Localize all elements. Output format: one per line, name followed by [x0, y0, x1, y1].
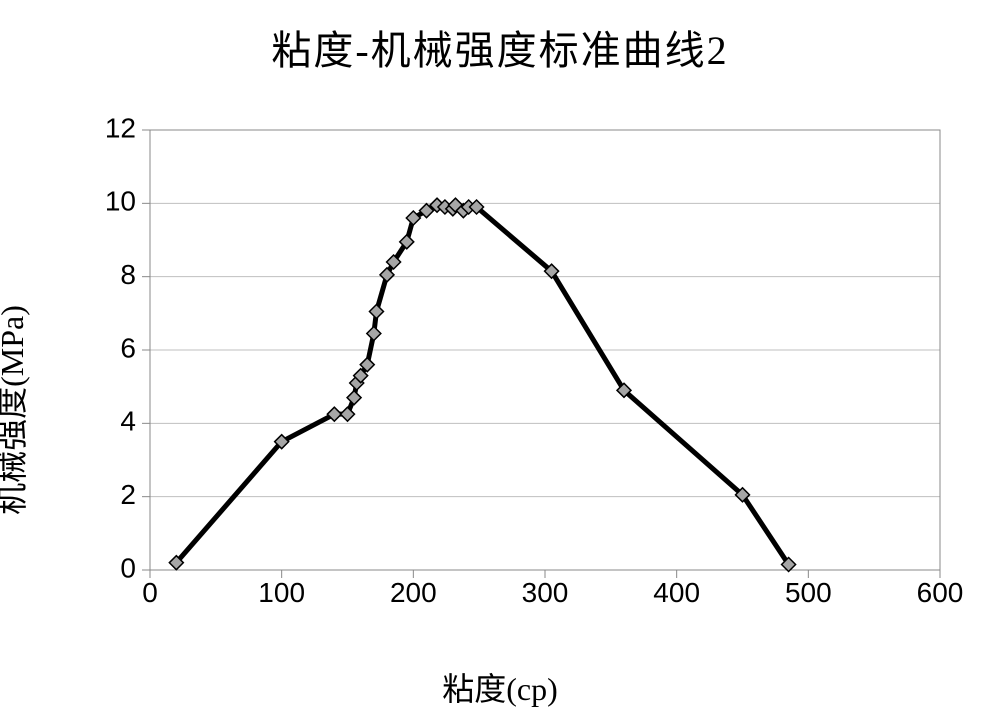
x-axis-label: 粘度(cp)	[30, 664, 970, 710]
svg-text:4: 4	[120, 406, 136, 437]
svg-text:400: 400	[653, 577, 700, 608]
chart-title: 粘度-机械强度标准曲线2	[0, 18, 1000, 76]
page-root: 粘度-机械强度标准曲线2 机械强度(MPa) 0 2 4 6 8 10 12 0 100 200 3…	[0, 0, 1000, 724]
svg-text:12: 12	[105, 112, 136, 143]
svg-text:0: 0	[142, 577, 158, 608]
y-axis-label: 机械强度(MPa)	[0, 305, 33, 515]
svg-text:2: 2	[120, 479, 136, 510]
svg-text:8: 8	[120, 259, 136, 290]
svg-text:300: 300	[522, 577, 569, 608]
svg-text:0: 0	[120, 552, 136, 583]
svg-text:10: 10	[105, 186, 136, 217]
svg-text:6: 6	[120, 332, 136, 363]
svg-text:500: 500	[785, 577, 832, 608]
svg-text:200: 200	[390, 577, 437, 608]
chart-container: 机械强度(MPa) 0246810120100200300400500600 粘…	[30, 120, 970, 700]
svg-text:100: 100	[258, 577, 305, 608]
chart-svg: 0246810120100200300400500600	[100, 120, 960, 620]
svg-text:600: 600	[917, 577, 964, 608]
